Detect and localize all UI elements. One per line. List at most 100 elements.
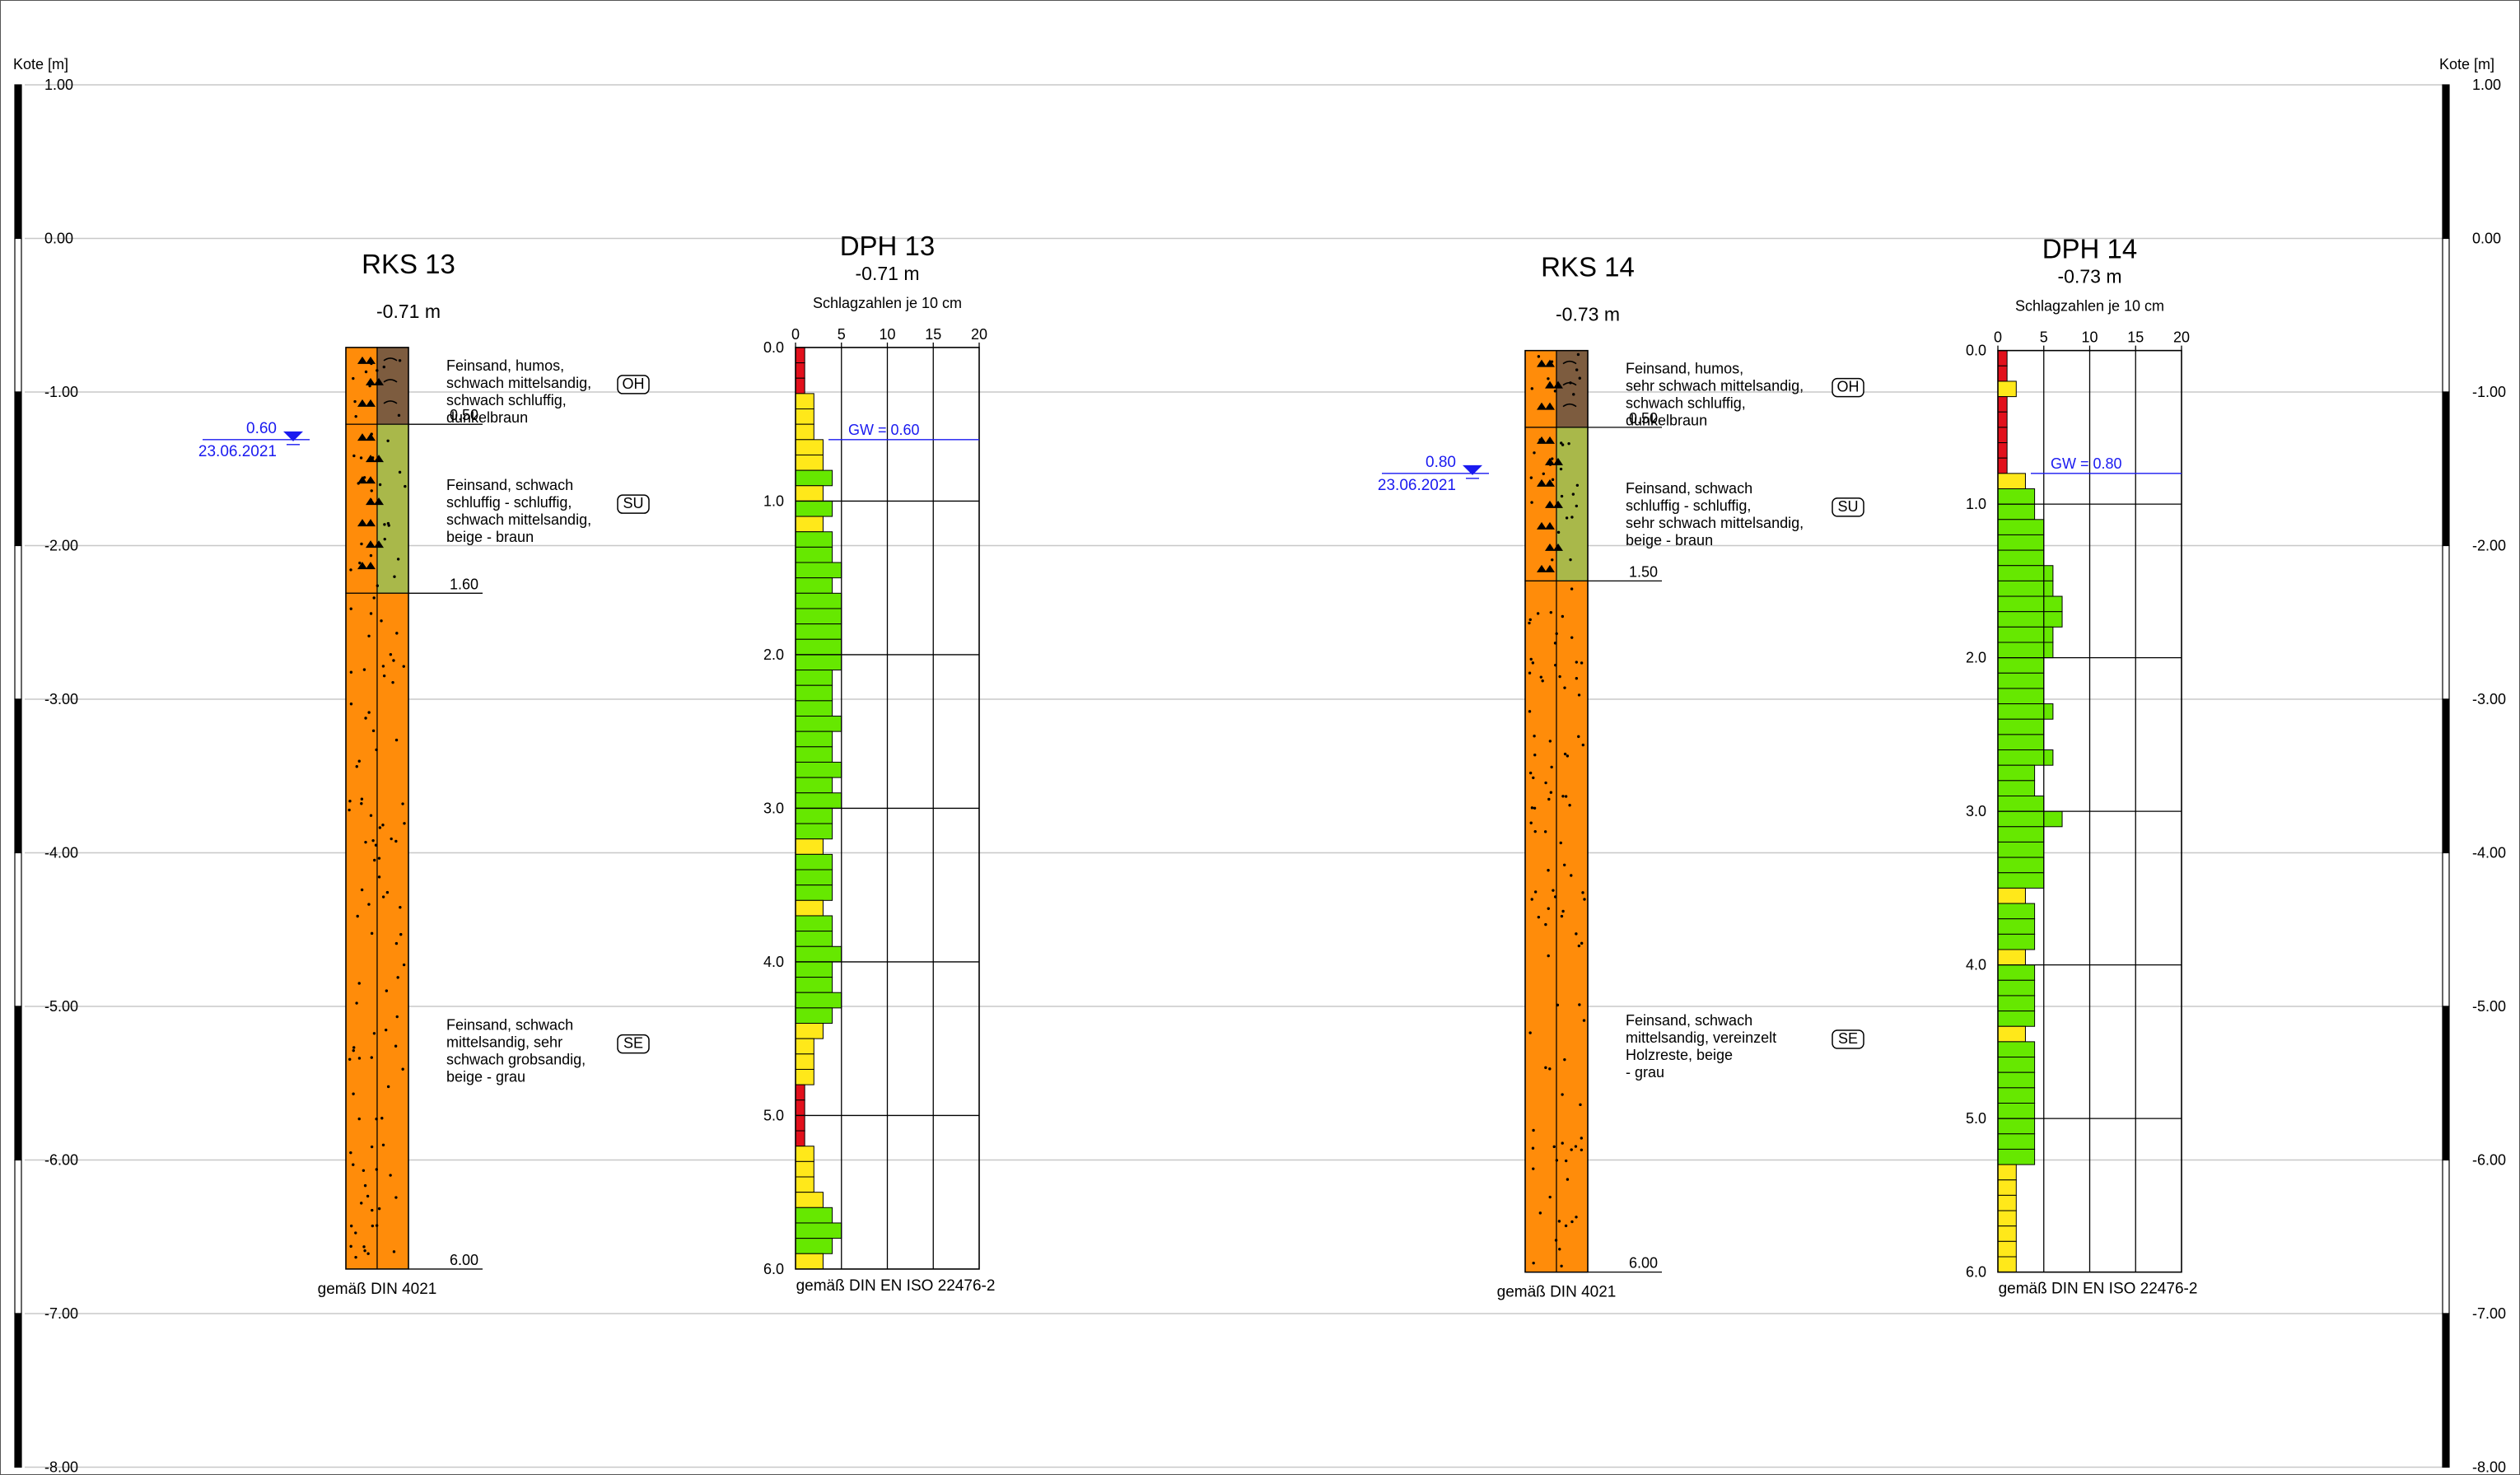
blow-count-bar — [1997, 918, 2036, 935]
blow-count-bar — [795, 1176, 814, 1193]
soil-dot — [1532, 1128, 1535, 1132]
soil-dot — [1580, 941, 1584, 945]
axis-scale-segment — [14, 391, 22, 547]
soil-dot — [1542, 472, 1545, 476]
blow-count-bar — [1997, 350, 2008, 366]
blow-count-bar — [795, 654, 842, 671]
soil-dot — [355, 1001, 358, 1005]
blow-count-bar — [795, 853, 833, 871]
soil-dot — [356, 914, 359, 918]
soil-dot — [1578, 376, 1581, 380]
blow-count-bar — [1997, 949, 2026, 966]
soil-dot — [1551, 457, 1554, 460]
soil-dot — [359, 456, 363, 460]
blow-count-bar — [795, 730, 833, 748]
soil-dot — [1533, 806, 1537, 810]
soil-dot — [366, 1194, 370, 1198]
soil-dot — [1575, 483, 1580, 487]
probe-depth-tick-label: 5.0 — [763, 1107, 784, 1123]
soil-dot — [1560, 1264, 1563, 1267]
blow-count-bar — [1997, 488, 2036, 505]
soil-dot — [1567, 441, 1570, 446]
soil-dot — [360, 888, 364, 892]
soil-dot — [362, 476, 366, 479]
soil-dot — [1528, 771, 1533, 775]
blow-count-bar — [795, 516, 824, 533]
soil-dot — [1564, 1159, 1568, 1163]
soil-dot — [1550, 765, 1553, 769]
groundwater-triangle — [283, 431, 303, 441]
soil-symbol-box — [1832, 497, 1864, 517]
soil-dot — [1547, 797, 1551, 801]
column-footer: gemäß DIN 4021 — [318, 1281, 437, 1298]
soil-dot — [370, 931, 374, 936]
soil-dot — [1572, 393, 1575, 396]
soil-dot — [1544, 1066, 1547, 1070]
soil-dot — [1570, 587, 1574, 590]
soil-dot — [1576, 352, 1580, 357]
blow-count-bar — [1997, 841, 2045, 858]
blow-count-bar — [795, 362, 805, 379]
axis-tick-label: -8.00 — [2472, 1459, 2506, 1475]
axis-label: Kote [m] — [13, 56, 68, 72]
blow-count-bar — [1997, 442, 2008, 459]
axis-scale-segment — [14, 698, 22, 854]
soil-dot — [358, 561, 362, 565]
soil-dot — [1528, 710, 1532, 713]
soil-symbol-box — [1832, 1029, 1864, 1049]
soil-dot — [349, 607, 352, 610]
probe-depth-tick-label: 0.0 — [1966, 343, 1986, 359]
soil-dot — [349, 1244, 352, 1249]
blow-count-bar — [1997, 1057, 2036, 1073]
soil-dot — [385, 989, 389, 992]
soil-dot — [1558, 1248, 1561, 1251]
silt-symbol — [1545, 500, 1563, 508]
axis-scale-segment — [2442, 84, 2450, 240]
soil-dot — [1529, 476, 1533, 479]
soil-dot — [1563, 752, 1567, 756]
blow-count-bar — [795, 500, 833, 517]
soil-dot — [1555, 1159, 1559, 1162]
soil-dot — [373, 858, 376, 862]
silt-symbol — [1537, 359, 1555, 367]
blow-count-bar — [1997, 1087, 2036, 1104]
penetration-probes: DPH 13-0.71 m Schlagzahlen je 10 cm 0 5 10 15… — [763, 231, 2197, 1298]
blow-count-bar — [795, 961, 833, 978]
probe-title: DPH 13 — [840, 231, 936, 261]
blow-count-bar — [795, 1222, 842, 1239]
blow-count-bar — [795, 915, 833, 932]
blow-count-bar — [795, 945, 842, 963]
soil-dot — [1532, 776, 1535, 780]
column-border — [1524, 349, 1589, 1273]
blow-count-bar — [795, 1023, 824, 1039]
blow-count-bar — [795, 761, 842, 778]
soil-dot — [1560, 914, 1564, 918]
blow-count-bar — [1997, 734, 2045, 751]
layer-description-line: mittelsandig, sehr — [446, 1034, 562, 1051]
soil-dot — [369, 814, 373, 817]
soil-dot — [360, 797, 364, 801]
axis-scale-segment — [2442, 1159, 2450, 1314]
soil-dot — [348, 799, 352, 803]
silt-symbol — [1545, 543, 1563, 551]
soil-dot — [364, 370, 368, 374]
layer-description-line: schwach grobsandig, — [446, 1052, 586, 1068]
blow-count-bar — [795, 423, 814, 441]
groundwater-depth-label: 0.60 — [246, 420, 277, 437]
groundwater-depth-label: 0.80 — [1426, 454, 1456, 471]
blow-count-bar — [1997, 1225, 2017, 1242]
soil-dot — [401, 802, 404, 805]
probe-title: DPH 14 — [2042, 234, 2138, 264]
layer-right-fill — [1556, 427, 1589, 581]
soil-symbol: SE — [1838, 1030, 1858, 1047]
soil-dot — [1577, 693, 1581, 697]
axis-scale-segment — [14, 852, 22, 1007]
blow-count-bar — [1997, 396, 2008, 413]
blow-count-bar — [795, 869, 833, 886]
blow-count-bar — [795, 1114, 805, 1132]
probe-depth-tick-label: 2.0 — [763, 646, 784, 663]
soil-dot — [1555, 632, 1558, 636]
axis-scale-segment — [2442, 1006, 2450, 1161]
soil-dot — [1528, 1031, 1532, 1034]
soil-dot — [1580, 1148, 1584, 1151]
